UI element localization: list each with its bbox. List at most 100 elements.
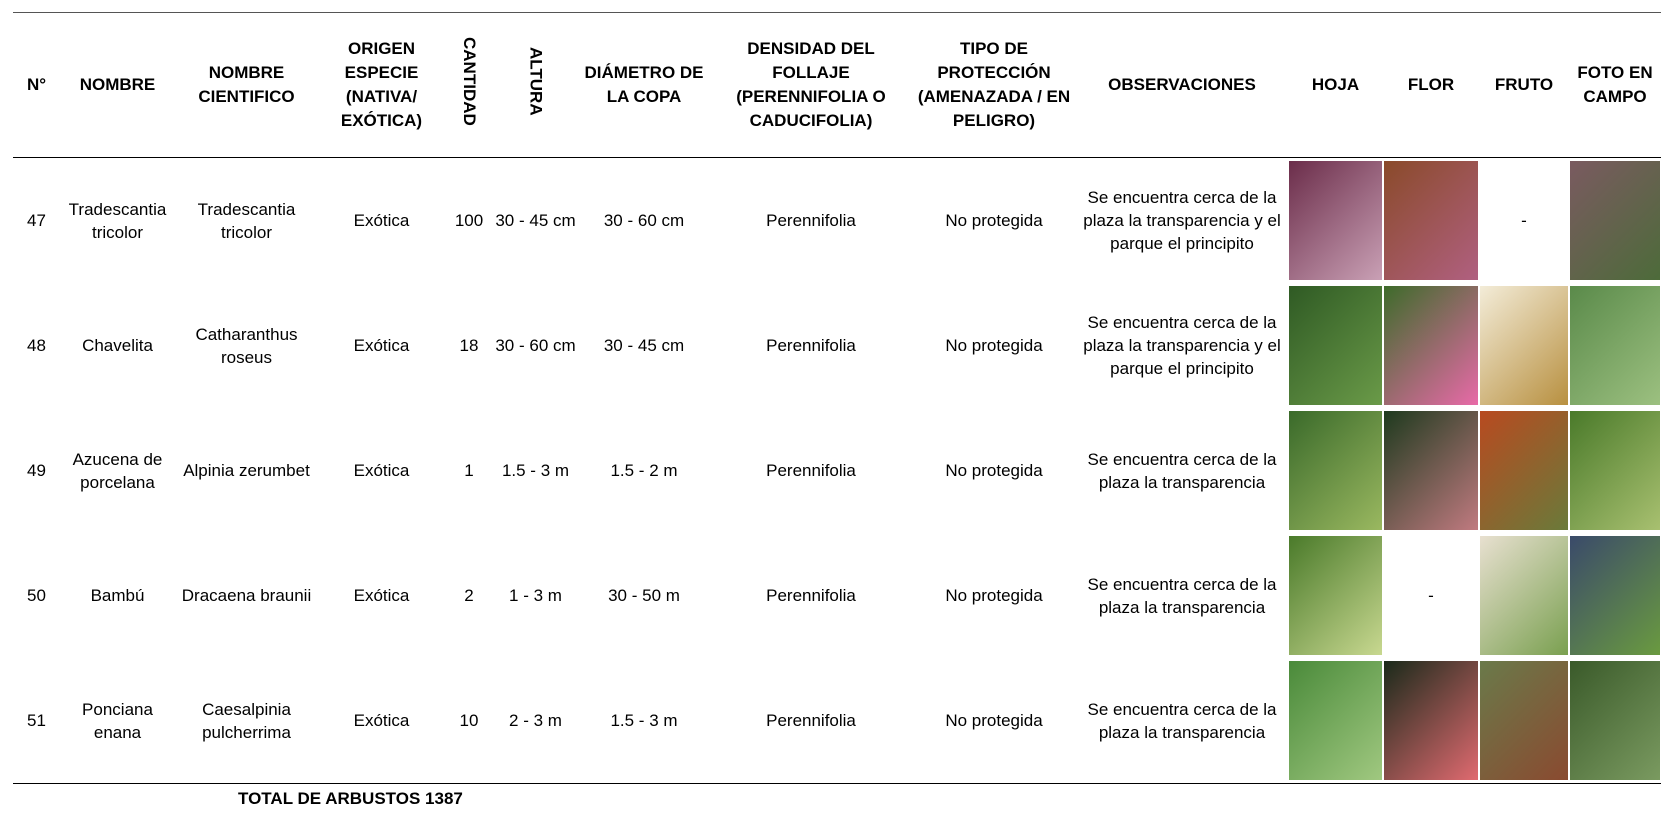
header-cell: FOTO EN CAMPO	[1569, 12, 1661, 158]
photo	[1480, 286, 1568, 405]
cell: Dracaena braunii	[181, 586, 312, 605]
header-cell: CANTIDAD	[445, 12, 493, 158]
cell: Exótica	[353, 336, 410, 355]
image-cell	[1288, 408, 1383, 533]
row: 49 Azucena de porcelana Alpinia zerumbet Ex…	[13, 408, 1661, 533]
cell: 30 - 60 cm	[495, 336, 576, 355]
cell: 47	[27, 211, 46, 230]
cell: No protegida	[945, 211, 1043, 230]
photo	[1570, 411, 1660, 530]
cell: Se encuentra cerca de la plaza la transp…	[1083, 313, 1281, 378]
photo	[1480, 661, 1568, 780]
image-cell	[1479, 408, 1569, 533]
image-cell	[1569, 283, 1661, 408]
image-cell	[1383, 283, 1479, 408]
cell: 1.5 - 2 m	[610, 461, 678, 480]
header-cell: NOMBRE	[60, 12, 175, 158]
cell: No protegida	[945, 461, 1043, 480]
photo	[1289, 536, 1382, 655]
header-cell: OBSERVACIONES	[1076, 12, 1288, 158]
cell: Azucena de porcelana	[72, 449, 163, 492]
image-cell	[1383, 408, 1479, 533]
row: 48 Chavelita Catharanthus roseus Exótica 18 3…	[13, 283, 1661, 408]
image-cell	[1569, 658, 1661, 784]
cell: 100	[454, 211, 484, 230]
cell: Caesalpinia pulcherrima	[175, 658, 318, 784]
image-cell	[1569, 158, 1661, 284]
cell: 1.5 - 3 m	[578, 658, 710, 784]
photo	[1570, 536, 1660, 655]
row: 47 Tradescantia tricolor Tradescantia tric…	[13, 158, 1661, 284]
cell: No protegida	[945, 586, 1043, 605]
header-cell: DENSIDAD DEL FOLLAJE (PERENNIFOLIA O CAD…	[710, 12, 912, 158]
photo	[1570, 286, 1660, 405]
cell: Perennifolia	[766, 336, 856, 355]
header-cell: FLOR	[1383, 12, 1479, 158]
header-cell: TIPO DE PROTECCIÓN (AMENAZADA / EN PELIG…	[912, 12, 1076, 158]
header-text: ALTURA	[526, 47, 546, 116]
cell: 50	[27, 586, 46, 605]
cell: Catharanthus roseus	[195, 324, 298, 367]
image-cell	[1569, 533, 1661, 658]
header-cell: ORIGEN ESPECIE (NATIVA/ EXÓTICA)	[318, 12, 445, 158]
image-cell	[1383, 658, 1479, 784]
photo	[1289, 161, 1382, 280]
cell: Exótica	[353, 461, 410, 480]
cell: Se encuentra cerca de la plaza la transp…	[1087, 449, 1277, 492]
image-cell	[1479, 533, 1569, 658]
cell: 51	[13, 658, 60, 784]
header-text: CANTIDAD	[460, 37, 479, 126]
cell: Tradescantia tricolor	[197, 199, 296, 242]
header-cell: DIÁMETRO DE LA COPA	[578, 12, 710, 158]
cell: Perennifolia	[766, 586, 856, 605]
photo	[1289, 411, 1382, 530]
photo	[1480, 411, 1568, 530]
cell: 18	[459, 336, 479, 355]
cell: 48	[27, 336, 46, 355]
cell: Perennifolia	[766, 461, 856, 480]
header-cell: ALTURA	[493, 12, 578, 158]
total-label: TOTAL DE ARBUSTOS	[238, 789, 421, 808]
cell: 30 - 45 cm	[495, 211, 576, 230]
photo	[1570, 161, 1660, 280]
image-cell	[1288, 283, 1383, 408]
image-cell	[1569, 408, 1661, 533]
cell: 1	[464, 461, 474, 480]
cell: 2 - 3 m	[493, 658, 578, 784]
cell: Se encuentra cerca de la plaza la transp…	[1087, 574, 1277, 617]
cell: 30 - 45 cm	[603, 336, 685, 355]
cell: 1 - 3 m	[509, 586, 562, 605]
photo	[1289, 286, 1382, 405]
table-wrap: N° NOMBRE NOMBRE CIENTIFICO ORIGEN ESPECIE …	[13, 12, 1661, 784]
photo	[1384, 286, 1478, 405]
cell: 1.5 - 3 m	[501, 461, 570, 480]
cell: Exótica	[353, 586, 410, 605]
cell: 49	[27, 461, 46, 480]
cell: 30 - 50 m	[608, 586, 680, 605]
image-cell	[1479, 658, 1569, 784]
cell: Perennifolia	[710, 658, 912, 784]
cell: Perennifolia	[766, 211, 856, 230]
cell: Tradescantia tricolor	[68, 199, 167, 242]
row: 51 Ponciana enana Caesalpinia pulcherrima E…	[13, 658, 1661, 784]
photo	[1289, 661, 1382, 780]
cell: Se encuentra cerca de la plaza la transp…	[1076, 658, 1288, 784]
cell: Alpinia zerumbet	[183, 461, 310, 480]
image-cell	[1288, 158, 1383, 284]
photo	[1384, 411, 1478, 530]
cell: 30 - 60 cm	[603, 211, 685, 230]
cell: 10	[445, 658, 493, 784]
cell: -	[1428, 586, 1434, 605]
image-cell	[1288, 533, 1383, 658]
species-table: N° NOMBRE NOMBRE CIENTIFICO ORIGEN ESPECIE …	[13, 12, 1661, 784]
row: 50 Bambú Dracaena braunii Exótica 2 1 - 3 m 30…	[13, 533, 1661, 658]
image-cell	[1383, 158, 1479, 284]
cell: Bambú	[90, 586, 145, 605]
total: TOTAL DE ARBUSTOS 1387	[238, 789, 463, 809]
cell: 2	[464, 586, 474, 605]
header-cell: N°	[13, 12, 60, 158]
photo	[1384, 661, 1478, 780]
cell: No protegida	[912, 658, 1076, 784]
image-cell	[1288, 658, 1383, 784]
cell: Exótica	[353, 211, 410, 230]
